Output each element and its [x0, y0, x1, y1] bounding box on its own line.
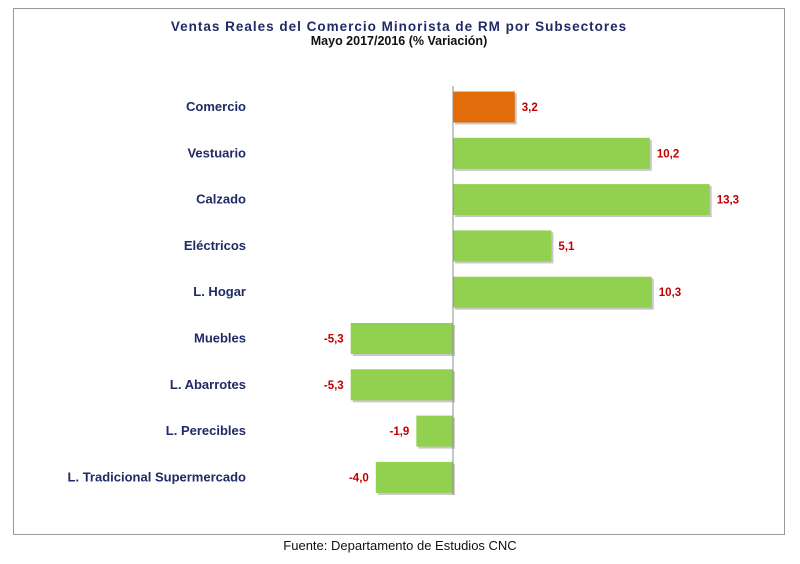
category-label: Comercio	[186, 99, 246, 114]
chart-title: Ventas Reales del Comercio Minorista de …	[170, 19, 628, 34]
data-label: -5,3	[324, 380, 344, 392]
bar	[453, 184, 710, 216]
source-note: Fuente: Departamento de Estudios CNC	[283, 538, 517, 553]
category-label: Muebles	[194, 331, 246, 346]
data-label: 5,1	[558, 241, 575, 253]
bar	[453, 230, 552, 262]
category-label: L. Tradicional Supermercado	[68, 469, 246, 484]
data-label: -5,3	[324, 334, 344, 346]
bar	[350, 369, 453, 401]
bar	[416, 415, 453, 447]
data-label: 13,3	[717, 195, 739, 207]
category-label: L. Perecibles	[166, 423, 246, 438]
bar	[453, 137, 650, 169]
bar	[453, 91, 515, 123]
bar	[453, 276, 652, 308]
category-label: Vestuario	[187, 145, 246, 160]
data-label: 10,2	[657, 148, 679, 160]
chart-frame	[13, 8, 785, 535]
data-label: -1,9	[390, 426, 410, 438]
data-label: -4,0	[349, 472, 369, 484]
data-label: 3,2	[522, 102, 538, 114]
bar	[350, 323, 453, 354]
category-label: Eléctricos	[184, 238, 246, 253]
category-label: L. Abarrotes	[170, 377, 246, 392]
category-label: L. Hogar	[193, 284, 246, 299]
bar	[375, 461, 453, 493]
chart-subtitle: Mayo 2017/2016 (% Variación)	[310, 34, 488, 48]
data-label: 10,3	[659, 287, 681, 299]
category-label: Calzado	[196, 192, 246, 207]
